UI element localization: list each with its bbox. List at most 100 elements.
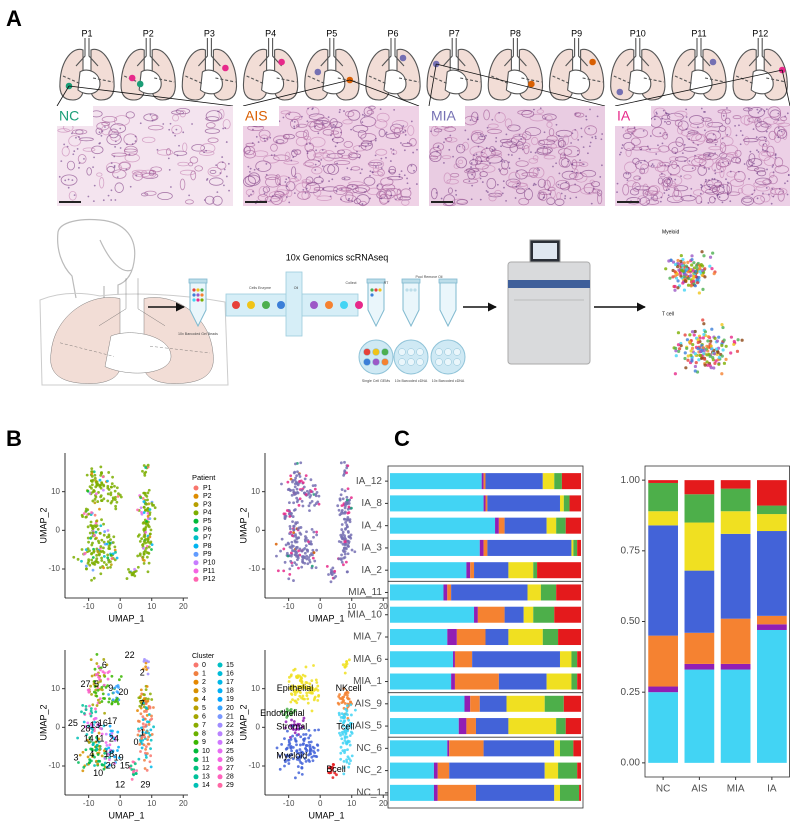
umap-point — [288, 742, 291, 745]
nucleus — [478, 146, 480, 148]
umap-point — [90, 544, 93, 547]
thumbnail-point — [702, 352, 705, 355]
nucleus — [500, 145, 502, 147]
thumbnail-point — [721, 348, 724, 351]
umap-point — [136, 555, 139, 558]
umap-point — [313, 729, 316, 732]
bar-segment — [486, 473, 543, 489]
nucleus — [416, 149, 418, 151]
umap-point — [302, 481, 305, 484]
umap-point — [346, 512, 349, 515]
legend-swatch — [194, 740, 199, 745]
nucleus — [738, 171, 740, 173]
nucleus — [508, 161, 510, 163]
nucleus — [228, 190, 230, 192]
umap-point — [145, 688, 148, 691]
umap-point — [316, 699, 319, 702]
bar-segment — [685, 480, 715, 494]
thumbnail-point — [687, 284, 690, 287]
umap-point — [108, 670, 111, 673]
umap-point — [135, 769, 138, 772]
umap-point — [343, 665, 346, 668]
nucleus — [787, 180, 789, 182]
umap-point — [290, 552, 293, 555]
umap-point — [345, 496, 348, 499]
umap-point — [345, 471, 348, 474]
umap-point — [89, 485, 92, 488]
nucleus — [727, 193, 729, 195]
legend-label: 17 — [226, 679, 234, 686]
nucleus — [72, 153, 74, 155]
nucleus — [495, 141, 497, 143]
nucleus — [188, 194, 190, 196]
umap-point — [144, 767, 147, 770]
umap-point — [102, 566, 105, 569]
nucleus — [71, 179, 73, 181]
nucleus — [301, 116, 303, 118]
chip-bead — [310, 301, 318, 309]
nucleus — [264, 140, 266, 142]
umap-point — [91, 562, 94, 565]
nucleus — [577, 150, 579, 152]
nucleus — [352, 185, 354, 187]
thumbnail-point — [667, 259, 670, 262]
nucleus — [668, 194, 670, 196]
umap-point — [95, 673, 98, 676]
nucleus — [271, 154, 273, 156]
nucleus — [738, 124, 740, 126]
umap-point — [99, 495, 102, 498]
umap-point — [317, 689, 320, 692]
cluster-label: 20 — [118, 687, 128, 697]
umap-point — [287, 762, 290, 765]
bar-segment — [648, 687, 678, 693]
nucleus — [723, 186, 725, 188]
nucleus — [365, 146, 367, 148]
nucleus — [725, 178, 727, 180]
nucleus — [335, 126, 337, 128]
nucleus — [406, 178, 408, 180]
nucleus — [561, 193, 563, 195]
chip-bead — [355, 301, 363, 309]
nucleus — [247, 166, 249, 168]
umap-point — [111, 557, 114, 560]
nucleus — [443, 162, 445, 164]
patient-label: P6 — [387, 28, 398, 38]
tube-cap — [189, 279, 207, 283]
nucleus — [330, 134, 332, 136]
tube-bead — [370, 293, 373, 296]
legend-swatch — [218, 757, 223, 762]
umap-point — [283, 737, 286, 740]
nucleus — [762, 192, 764, 194]
thumbnail-point — [689, 354, 692, 357]
umap-point — [348, 502, 351, 505]
nucleus — [616, 191, 618, 193]
nucleus — [416, 183, 418, 185]
umap-point — [149, 707, 152, 710]
nucleus — [113, 156, 115, 158]
umap-point — [138, 533, 141, 536]
umap-point — [132, 571, 135, 574]
umap-point — [99, 474, 102, 477]
nucleus — [481, 136, 483, 138]
nucleus — [533, 184, 535, 186]
nucleus — [328, 180, 330, 182]
umap-point — [339, 497, 342, 500]
umap-point — [353, 550, 356, 553]
umap-point — [100, 559, 103, 562]
nucleus — [640, 162, 642, 164]
nucleus — [264, 193, 266, 195]
thumbnail-point — [685, 267, 688, 270]
nucleus — [470, 166, 472, 168]
umap-point — [343, 461, 346, 464]
nucleus — [722, 138, 724, 140]
umap-point — [103, 672, 106, 675]
nucleus — [492, 149, 494, 151]
umap-point — [99, 532, 102, 535]
nucleus — [491, 119, 493, 121]
droplet — [445, 349, 452, 356]
nucleus — [571, 132, 573, 134]
thumbnail-point — [712, 366, 715, 369]
umap-point — [107, 492, 110, 495]
nucleus — [405, 134, 407, 136]
thumbnail-point — [720, 323, 723, 326]
